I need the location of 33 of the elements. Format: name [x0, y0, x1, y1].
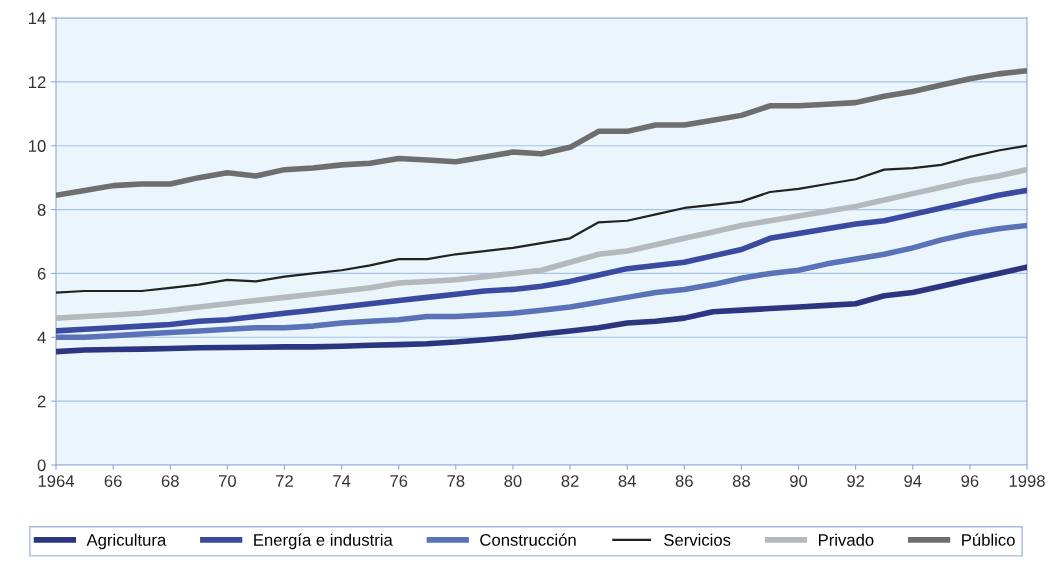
x-tick-label: 1998 [1009, 475, 1045, 487]
x-tick-label: 84 [618, 475, 636, 487]
y-tick-label: 14 [29, 12, 46, 25]
x-tick-label: 86 [675, 475, 693, 487]
y-tick-label: 10 [29, 140, 46, 152]
y-tick-label: 2 [37, 395, 46, 408]
x-tick-label: 90 [790, 475, 808, 487]
line-series [56, 144, 1027, 294]
legend-label: Público [962, 533, 1015, 546]
x-tick-label: 80 [504, 475, 522, 487]
legend-label: Agricultura [86, 533, 167, 550]
x-tick-label: 96 [961, 475, 979, 487]
legend-label: Construcción [480, 533, 576, 546]
y-tick-label: 12 [29, 76, 46, 88]
legend-label: Energía e industria [254, 533, 393, 550]
x-tick-label: 70 [218, 475, 236, 487]
y-tick-label: 4 [37, 331, 46, 344]
x-tick-label: 66 [104, 475, 122, 487]
y-tick-label: 0 [37, 459, 46, 472]
x-tick-label: 94 [904, 475, 922, 487]
x-tick-label: 82 [561, 475, 579, 487]
legend-label: Servicios [664, 533, 731, 546]
y-tick-label: 8 [37, 203, 46, 216]
x-tick-label: 88 [732, 475, 750, 487]
x-tick-label: 74 [333, 475, 351, 487]
legend-label: Privado [818, 533, 874, 546]
x-tick-label: 72 [276, 475, 293, 487]
x-tick-label: 76 [390, 475, 408, 487]
y-tick-label: 6 [37, 267, 46, 280]
x-tick-label: 92 [847, 475, 865, 487]
x-tick-label: 78 [447, 475, 465, 487]
x-tick-label: 1964 [38, 475, 75, 487]
x-tick-label: 68 [161, 475, 179, 487]
